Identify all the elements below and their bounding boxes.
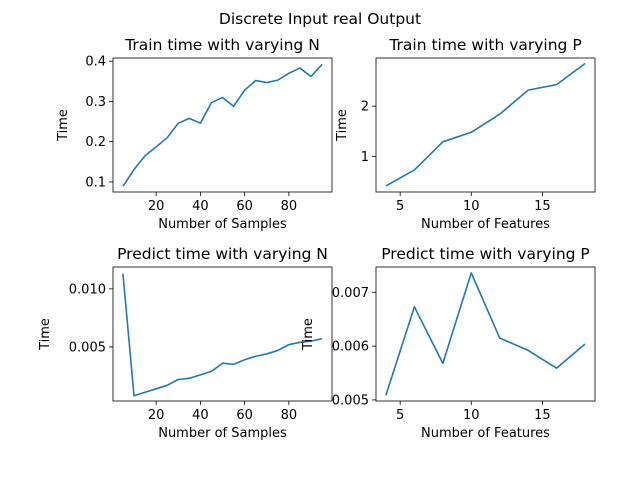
x-tick-label: 5 — [396, 199, 404, 214]
y-tick-label: 0.007 — [332, 286, 369, 301]
y-tick-label: 0.006 — [332, 340, 369, 355]
x-axis-label: Number of Samples — [158, 217, 287, 232]
axes-frame — [375, 266, 596, 402]
x-tick-label: 60 — [236, 408, 253, 423]
axes-frame — [375, 57, 596, 193]
y-axis-label: Time — [38, 318, 53, 351]
series-line — [385, 272, 586, 396]
y-tick-label: 2 — [361, 100, 369, 115]
axes-frame — [112, 57, 333, 193]
x-tick-label: 60 — [236, 199, 253, 214]
chart-title: Train time with varying N — [124, 36, 320, 54]
series-line — [122, 273, 323, 397]
x-tick-label: 15 — [534, 408, 551, 423]
chart-title: Predict time with varying P — [381, 245, 590, 263]
x-tick-label: 20 — [148, 408, 165, 423]
y-tick-label: 0.005 — [332, 393, 369, 408]
panel-train-time-n: 20 40 60 80 0.1 0.2 0.3 0.4 Train time with vary… — [56, 36, 333, 232]
y-axis-label: Time — [301, 318, 316, 351]
figure-suptitle: Discrete Input real Output — [219, 10, 421, 28]
x-axis-label: Number of Features — [421, 217, 550, 232]
y-tick-label: 0.4 — [85, 55, 106, 70]
x-tick-label: 20 — [148, 199, 165, 214]
x-tick-label: 5 — [396, 408, 404, 423]
y-tick-label: 0.010 — [69, 282, 106, 297]
x-tick-label: 15 — [534, 199, 551, 214]
y-tick-label: 0.3 — [85, 95, 106, 110]
chart-title: Train time with varying P — [388, 36, 581, 54]
y-tick-label: 0.005 — [69, 340, 106, 355]
series-line — [385, 62, 586, 187]
x-tick-label: 80 — [281, 408, 298, 423]
series-line — [122, 63, 323, 187]
y-tick-label: 0.2 — [85, 135, 106, 150]
panel-predict-time-n: 20 40 60 80 0.005 0.010 Predict time with vary… — [38, 245, 333, 441]
x-axis-label: Number of Features — [421, 426, 550, 441]
y-axis-label: Time — [56, 109, 71, 142]
x-tick-label: 80 — [281, 199, 298, 214]
y-tick-label: 1 — [361, 150, 369, 165]
x-tick-label: 40 — [192, 408, 209, 423]
panel-predict-time-p: 5 10 15 0.005 0.006 0.007 Predict time with va… — [301, 245, 596, 441]
x-tick-label: 10 — [463, 199, 480, 214]
x-tick-label: 40 — [192, 199, 209, 214]
panel-train-time-p: 5 10 15 1 2 Train time with varying P Number o… — [335, 36, 596, 232]
y-tick-label: 0.1 — [85, 175, 106, 190]
axes-frame — [112, 266, 333, 402]
x-axis-label: Number of Samples — [158, 426, 287, 441]
chart-title: Predict time with varying N — [117, 245, 328, 263]
y-axis-label: Time — [335, 109, 350, 142]
x-tick-label: 10 — [463, 408, 480, 423]
